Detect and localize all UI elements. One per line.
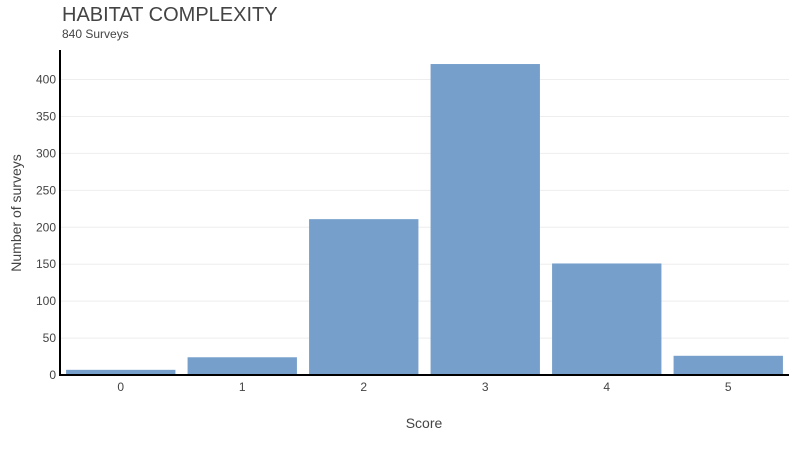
x-tick-label: 1 [239, 380, 246, 394]
x-tick-label: 2 [360, 380, 367, 394]
y-tick-labels: 0 50 100 150 200 250 300 350 400 [36, 73, 56, 382]
y-axis-title: Number of surveys [8, 154, 24, 271]
y-tick-label: 50 [43, 331, 57, 345]
bar-1[interactable] [187, 357, 297, 375]
y-tick-label: 300 [36, 146, 56, 160]
y-tick-label: 150 [36, 257, 56, 271]
x-tick-labels: 0 1 2 3 4 5 [117, 380, 732, 394]
y-tick-label: 400 [36, 73, 56, 87]
y-tick-label: 250 [36, 183, 56, 197]
x-axis-title: Score [406, 415, 443, 431]
x-tick-label: 5 [725, 380, 732, 394]
x-tick-label: 0 [117, 380, 124, 394]
bars [66, 64, 783, 375]
y-tick-label: 0 [49, 368, 56, 382]
x-tick-label: 4 [603, 380, 610, 394]
bar-4[interactable] [552, 263, 662, 375]
grid-lines [60, 79, 789, 339]
bar-3[interactable] [430, 64, 540, 375]
bar-5[interactable] [673, 355, 783, 375]
y-tick-label: 100 [36, 294, 56, 308]
x-tick-label: 3 [482, 380, 489, 394]
axes [59, 50, 789, 376]
y-tick-label: 200 [36, 220, 56, 234]
y-tick-label: 350 [36, 109, 56, 123]
chart-title: HABITAT COMPLEXITY [62, 4, 278, 26]
bar-2[interactable] [309, 219, 419, 375]
bar-0[interactable] [66, 369, 176, 375]
chart-subtitle: 840 Surveys [62, 27, 129, 41]
